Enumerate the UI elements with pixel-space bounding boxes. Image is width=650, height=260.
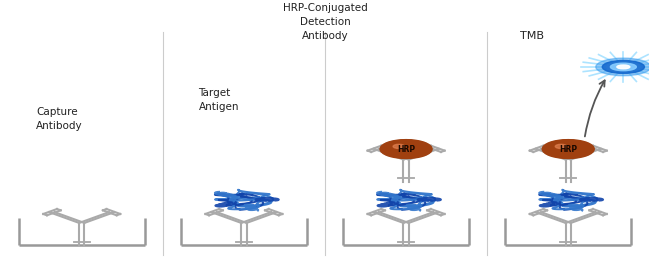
Circle shape	[543, 140, 590, 157]
Circle shape	[380, 140, 432, 158]
Circle shape	[387, 142, 413, 152]
Circle shape	[382, 140, 428, 157]
Ellipse shape	[596, 58, 650, 76]
Circle shape	[393, 144, 404, 148]
Text: HRP: HRP	[397, 145, 415, 154]
Circle shape	[384, 141, 421, 154]
Text: HRP-Conjugated
Detection
Antibody: HRP-Conjugated Detection Antibody	[283, 3, 367, 41]
Text: TMB: TMB	[519, 31, 543, 41]
Circle shape	[549, 142, 575, 152]
Ellipse shape	[603, 61, 644, 73]
Circle shape	[542, 140, 594, 158]
Text: Target
Antigen: Target Antigen	[198, 88, 239, 112]
Text: HRP: HRP	[559, 145, 577, 154]
Circle shape	[555, 144, 567, 148]
Circle shape	[542, 140, 594, 158]
Ellipse shape	[610, 63, 636, 71]
Text: Capture
Antibody: Capture Antibody	[36, 107, 83, 131]
Ellipse shape	[617, 65, 630, 69]
Circle shape	[380, 140, 432, 158]
Circle shape	[547, 141, 583, 154]
